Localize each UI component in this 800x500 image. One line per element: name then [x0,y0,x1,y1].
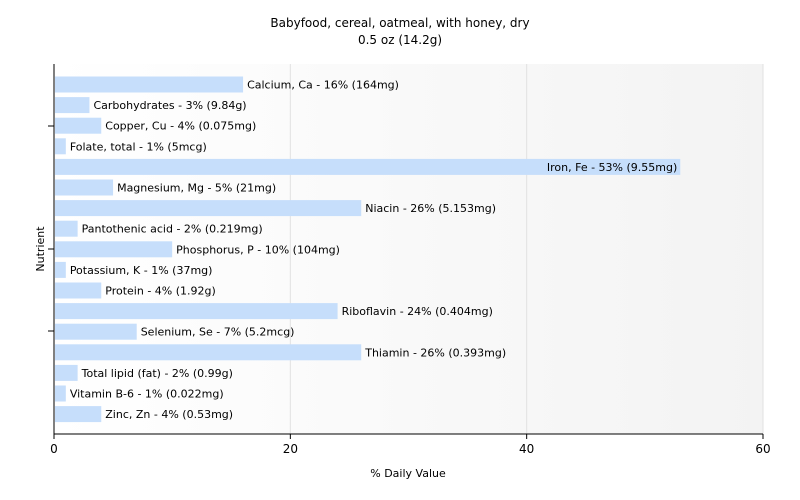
axes [48,64,763,435]
bar-label: Copper, Cu - 4% (0.075mg) [105,120,256,133]
chart-subtitle: 0.5 oz (14.2g) [358,33,442,47]
bar [55,200,362,217]
x-ticks: 0 20 40 60 [50,434,771,456]
bar-label: Iron, Fe - 53% (9.55mg) [547,161,677,174]
bar [55,138,66,155]
bar [55,179,114,196]
bar [55,303,338,320]
grid [289,64,764,434]
bar-label: Niacin - 26% (5.153mg) [365,202,496,215]
bars: Calcium, Ca - 16% (164mg)Carbohydrates -… [55,76,681,423]
x-tick-label: 0 [50,442,58,456]
bar [55,406,102,423]
bar [55,117,102,134]
bar-label: Pantothenic acid - 2% (0.219mg) [82,223,263,236]
chart-title: Babyfood, cereal, oatmeal, with honey, d… [270,16,529,30]
bar [55,97,90,114]
bar [55,261,66,278]
bar [55,76,244,93]
bar-label: Potassium, K - 1% (37mg) [70,264,213,277]
bar-label: Riboflavin - 24% (0.404mg) [342,305,493,318]
bar-label: Selenium, Se - 7% (5.2mcg) [141,326,295,339]
bar-label: Folate, total - 1% (5mcg) [70,140,207,153]
y-axis-label: Nutrient [34,226,47,272]
bar [55,282,102,299]
x-tick-label: 40 [519,442,534,456]
bar-label: Phosphorus, P - 10% (104mg) [176,243,340,256]
bar-label: Zinc, Zn - 4% (0.53mg) [105,408,233,421]
bar-label: Vitamin B-6 - 1% (0.022mg) [70,388,224,401]
plot-area [54,64,763,434]
bar-label: Carbohydrates - 3% (9.84g) [93,99,246,112]
x-tick-label: 60 [755,442,770,456]
bar-label: Thiamin - 26% (0.393mg) [364,346,506,359]
bar [55,158,681,175]
bar-label: Total lipid (fat) - 2% (0.99g) [81,367,233,380]
bar [55,344,362,361]
x-tick-label: 20 [283,442,298,456]
bar [55,364,78,381]
bar [55,220,78,237]
bar [55,241,173,258]
bar-label: Protein - 4% (1.92g) [105,285,216,298]
x-axis-label: % Daily Value [370,467,446,480]
bar [55,385,66,402]
bar-label: Magnesium, Mg - 5% (21mg) [117,182,276,195]
bar-label: Calcium, Ca - 16% (164mg) [247,79,399,92]
bar [55,323,137,340]
